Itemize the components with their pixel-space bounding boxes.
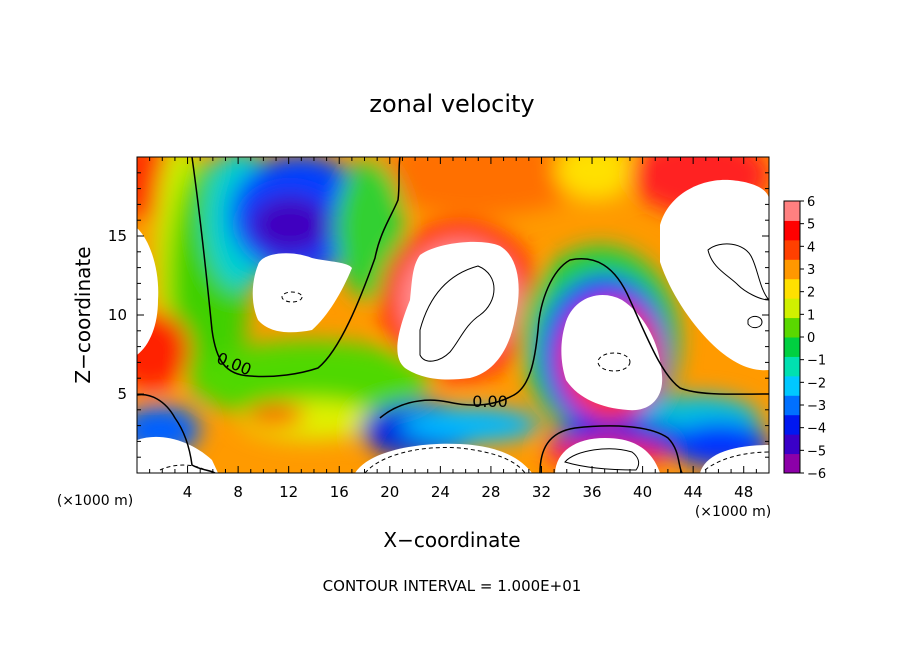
white-core-bottom-center (355, 443, 532, 473)
colorbar: 6 5 4 3 2 1 0 −1 −2 −3 −4 −5 −6 (783, 195, 826, 482)
contour-top-right-loop (707, 243, 769, 301)
field-vortex-green-right (335, 160, 405, 300)
white-core-top-right (660, 179, 769, 371)
colorbar-swatch (784, 356, 800, 377)
colorbar-label: 0 (807, 331, 815, 346)
x-unit-left: (×1000 m) (57, 493, 133, 509)
x-tick-label: 28 (481, 483, 500, 501)
colorbar-label: 3 (807, 263, 815, 278)
x-axis-label: X−coordinate (383, 528, 520, 552)
colorbar-swatch (784, 239, 800, 260)
x-tick-label: 40 (633, 483, 652, 501)
white-core-left-edge (137, 228, 159, 355)
field-mid-red-spot (245, 403, 305, 427)
contour-label-center: 0.00 (472, 392, 508, 411)
x-tick-label: 24 (431, 483, 450, 501)
contour-dashed-bottom-left (159, 464, 206, 471)
contour-center-loop (419, 265, 495, 362)
contour-small-right-loop (747, 315, 763, 329)
x-tick-label: 16 (330, 483, 349, 501)
colorbar-swatch (784, 395, 800, 416)
white-core-center (397, 241, 519, 380)
contour-zero-bottom-arch (539, 425, 683, 473)
colorbar-label: 1 (807, 308, 815, 323)
x-tick-label: 32 (532, 483, 551, 501)
colorbar-swatch (784, 201, 800, 221)
colorbar-swatch (784, 259, 800, 280)
colorbar-label: 4 (807, 240, 815, 255)
contour-dashed-bottom-right (704, 451, 769, 471)
colorbar-swatch (784, 298, 800, 319)
contour-bottom-arch-loop (564, 448, 640, 471)
colorbar-label: −4 (807, 422, 826, 437)
x-axis-ticks: 4 8 12 16 20 24 28 32 36 40 44 48 (149, 157, 757, 501)
contour-interval-note: CONTOUR INTERVAL = 1.000E+01 (323, 577, 582, 595)
x-tick-label: 4 (183, 483, 193, 501)
contour-zero-center (379, 258, 769, 419)
colorbar-swatch (784, 414, 800, 435)
x-tick-label: 20 (380, 483, 399, 501)
x-tick-label: 12 (279, 483, 298, 501)
x-tick-label: 48 (734, 483, 753, 501)
colorbar-swatch (784, 278, 800, 299)
colorbar-label: −5 (807, 444, 826, 459)
contour-lines (137, 157, 769, 473)
saturated-regions (137, 179, 769, 473)
x-tick-label: 44 (684, 483, 703, 501)
contour-dashed-right (597, 352, 631, 372)
contour-zero-left (191, 157, 401, 378)
colorbar-swatch (784, 434, 800, 455)
colorbar-swatch (784, 453, 800, 474)
colorbar-label: −1 (807, 354, 826, 369)
plot-area: 0.00 0.00 (137, 157, 769, 473)
white-core-bottom-right (700, 445, 769, 473)
colorbar-label: 2 (807, 286, 815, 301)
y-axis-ticks: 5 10 15 (108, 172, 769, 458)
field-bottom-cyan (400, 407, 540, 443)
x-unit-right: (×1000 m) (695, 504, 771, 520)
colorbar-label: 6 (807, 195, 815, 210)
y-tick-label: 5 (117, 385, 127, 403)
colorbar-swatch (784, 317, 800, 338)
x-tick-label: 36 (582, 483, 601, 501)
colorbar-label: −3 (807, 399, 826, 414)
colorbar-swatch (784, 220, 800, 241)
white-core-upper-left (252, 253, 352, 333)
colorbar-label: −6 (807, 467, 826, 482)
colorbar-label: 5 (807, 218, 815, 233)
field-mid-green (190, 340, 430, 420)
chart-title: zonal velocity (369, 90, 534, 118)
contour-dashed-upper-left (281, 291, 303, 303)
x-tick-label: 8 (233, 483, 243, 501)
colorbar-swatch (784, 337, 800, 357)
colorbar-label: −2 (807, 376, 826, 391)
field-top-yellow (555, 157, 635, 200)
white-core-bottom-arch (555, 438, 660, 473)
field-top-center-orange (370, 157, 590, 215)
white-core-bottom-left (137, 436, 218, 473)
y-tick-label: 15 (108, 227, 127, 245)
colorbar-swatch (784, 375, 800, 396)
y-axis-label: Z−coordinate (71, 246, 95, 383)
y-tick-label: 10 (108, 306, 127, 324)
field-vortex-purple (250, 195, 330, 255)
contour-dashed-bottom-center (364, 447, 526, 473)
